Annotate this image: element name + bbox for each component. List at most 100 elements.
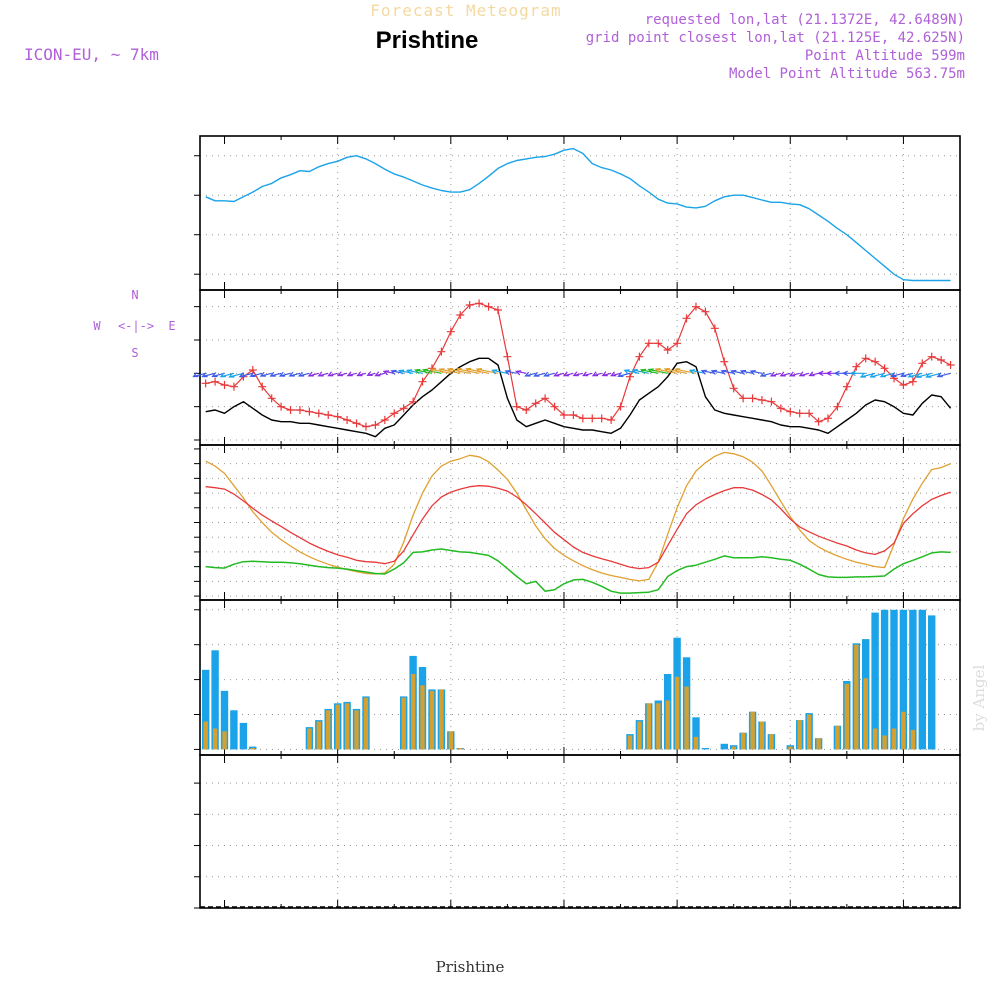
gust-point bbox=[277, 402, 286, 411]
info-line-4: Model Point Altitude 563.75m bbox=[729, 66, 965, 82]
gust-point bbox=[748, 394, 757, 403]
wind-arrow bbox=[278, 371, 291, 377]
low-cloud-bar bbox=[627, 735, 633, 750]
low-cloud-bar bbox=[335, 704, 340, 750]
wind-arrow bbox=[788, 371, 800, 377]
series-sfc-temp bbox=[205, 451, 951, 582]
gust-point bbox=[324, 411, 333, 419]
compass-west: W bbox=[93, 319, 101, 333]
total-cloud-bar bbox=[899, 609, 908, 750]
plot-layer bbox=[192, 147, 960, 908]
low-cloud-bar bbox=[816, 738, 821, 750]
gust-point bbox=[248, 366, 257, 374]
series-prmsl bbox=[205, 147, 951, 282]
wind-arrow bbox=[297, 371, 310, 377]
gust-point bbox=[937, 356, 946, 364]
low-cloud-bar bbox=[901, 711, 906, 750]
wind-arrow bbox=[356, 371, 367, 377]
low-cloud-bar bbox=[769, 734, 774, 750]
compass-south: S bbox=[131, 346, 138, 360]
low-cloud-bar bbox=[307, 728, 312, 750]
series-2m-temp bbox=[205, 485, 951, 570]
low-cloud-bar bbox=[844, 683, 849, 750]
wind-arrow bbox=[700, 369, 715, 375]
gust-point bbox=[597, 414, 606, 423]
wind-arrow bbox=[543, 371, 555, 377]
gust-point bbox=[852, 362, 861, 371]
gust-point bbox=[776, 404, 785, 413]
gust-point bbox=[211, 377, 220, 386]
gust-point bbox=[588, 414, 597, 423]
gust-point bbox=[691, 302, 700, 311]
total-cloud-bar bbox=[692, 717, 700, 750]
compass-east: E bbox=[168, 319, 175, 333]
wind-arrow bbox=[397, 369, 414, 375]
gust-point bbox=[607, 416, 616, 424]
low-cloud-bar bbox=[637, 721, 642, 750]
gust-point bbox=[918, 359, 927, 368]
low-cloud-bar bbox=[835, 725, 840, 750]
low-cloud-bar bbox=[354, 710, 359, 750]
low-cloud-bar bbox=[344, 703, 350, 750]
gust-point bbox=[371, 421, 380, 429]
wind-arrow bbox=[504, 370, 517, 376]
series-wind-gust bbox=[205, 302, 951, 428]
wind-arrow bbox=[515, 370, 527, 376]
gust-point bbox=[823, 414, 832, 423]
gust-point bbox=[484, 302, 493, 311]
total-cloud-bar bbox=[909, 609, 917, 750]
wind-arrow bbox=[259, 371, 272, 377]
supertitle: Forecast Meteogram bbox=[370, 1, 561, 20]
wind-arrow bbox=[414, 368, 433, 375]
panel-precip bbox=[194, 754, 961, 909]
gust-point bbox=[286, 406, 295, 414]
gust-point bbox=[701, 307, 710, 316]
panel-pressure bbox=[194, 135, 961, 291]
wind-arrow bbox=[879, 372, 895, 378]
wind-arrow bbox=[739, 369, 753, 376]
wind-arrow bbox=[317, 371, 329, 377]
gust-point bbox=[739, 394, 748, 403]
gust-point bbox=[446, 327, 455, 336]
gust-point bbox=[437, 347, 446, 356]
gust-point bbox=[267, 394, 276, 403]
gust-point bbox=[805, 409, 814, 418]
gust-point bbox=[550, 402, 559, 411]
wind-arrow bbox=[631, 369, 649, 375]
gust-point bbox=[493, 306, 502, 314]
wind-arrow bbox=[869, 372, 885, 378]
wind-arrow bbox=[688, 369, 706, 375]
gust-point bbox=[541, 394, 550, 403]
low-cloud-bar bbox=[420, 685, 425, 750]
low-cloud-bar bbox=[656, 703, 661, 750]
wind-arrow bbox=[533, 371, 546, 377]
gust-point bbox=[927, 352, 936, 361]
gust-point bbox=[644, 339, 653, 348]
wind-arrow bbox=[336, 371, 348, 377]
gust-point bbox=[908, 377, 917, 386]
info-line-2: grid point closest lon,lat (21.125E, 42.… bbox=[586, 30, 965, 46]
wind-arrow bbox=[591, 371, 602, 377]
compass-arrows: <-|-> bbox=[118, 319, 154, 333]
gust-point bbox=[229, 382, 238, 391]
wind-arrow bbox=[890, 372, 904, 378]
gust-point bbox=[409, 397, 418, 406]
low-cloud-bar bbox=[326, 710, 331, 750]
gust-point bbox=[720, 357, 729, 366]
low-cloud-bar bbox=[410, 674, 416, 750]
wind-arrow bbox=[663, 367, 687, 374]
gust-point bbox=[663, 346, 672, 354]
wind-arrow bbox=[201, 372, 216, 378]
wind-arrow bbox=[572, 371, 583, 377]
total-cloud-bar bbox=[220, 690, 229, 750]
wind-arrow bbox=[720, 369, 734, 375]
gust-point bbox=[380, 416, 389, 424]
gust-point bbox=[314, 409, 323, 418]
gust-point bbox=[456, 311, 465, 319]
low-cloud-bar bbox=[806, 714, 812, 750]
gust-point bbox=[682, 314, 691, 323]
low-cloud-bar bbox=[250, 748, 255, 750]
wind-arrow bbox=[422, 368, 442, 374]
panel-frame bbox=[199, 135, 961, 291]
